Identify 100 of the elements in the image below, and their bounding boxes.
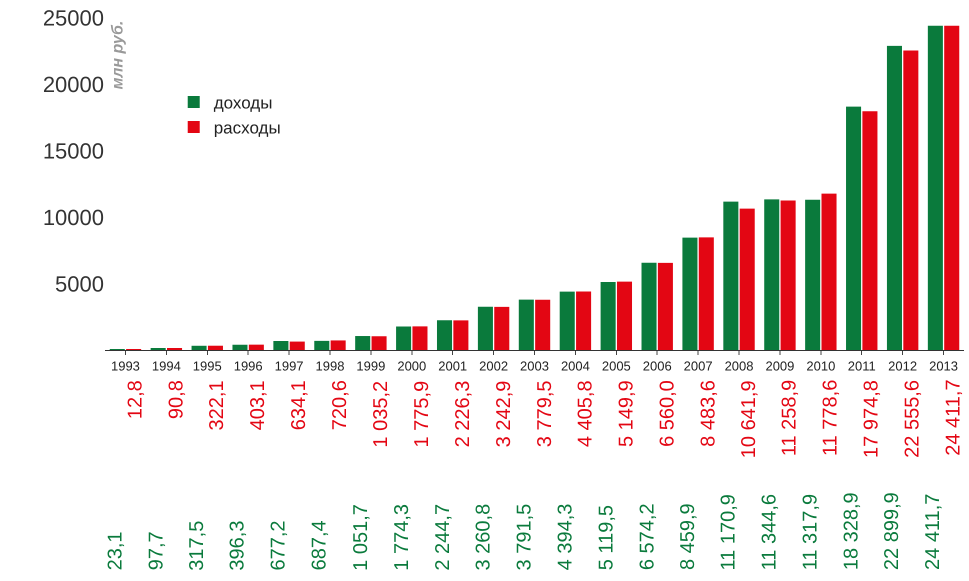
x-tick-label: 2007 <box>684 358 713 374</box>
bar <box>764 199 780 350</box>
x-tick-label: 2010 <box>806 358 836 374</box>
x-tick-label: 2001 <box>438 358 468 374</box>
bar <box>805 200 820 350</box>
bar <box>560 292 575 350</box>
data-label: 24 411,7 <box>942 379 964 456</box>
y-tick-label: 5000 <box>55 271 104 296</box>
x-tick-label: 1997 <box>274 358 304 374</box>
x-tick-label: 1993 <box>110 358 140 374</box>
x-tick-label: 2012 <box>888 358 918 374</box>
data-label: 2 226,3 <box>452 380 474 448</box>
data-label: 11 317,9 <box>799 494 822 570</box>
y-tick-label: 20000 <box>42 72 104 98</box>
bar <box>372 336 387 350</box>
data-label: 396,3 <box>226 520 249 571</box>
x-tick-label: 2002 <box>479 358 508 374</box>
data-label: 5 119,5 <box>595 505 618 570</box>
bar <box>576 291 592 350</box>
x-tick-label: 1995 <box>192 358 222 374</box>
x-tick-label: 2006 <box>642 358 672 374</box>
data-label: 17 974,8 <box>860 380 883 458</box>
x-tick-label: 2000 <box>397 358 426 374</box>
bar <box>642 262 657 350</box>
bar <box>208 346 223 350</box>
bar <box>886 46 902 350</box>
bar <box>330 340 346 350</box>
bar <box>944 26 960 350</box>
data-label: 687,4 <box>308 520 331 570</box>
x-tick-label: 2013 <box>929 358 958 374</box>
bar <box>436 320 452 350</box>
y-axis-title: млн руб. <box>109 20 126 90</box>
x-tick-label: 2004 <box>560 358 590 374</box>
bar <box>232 344 248 350</box>
bar <box>658 262 673 350</box>
data-label: 24 411,7 <box>922 494 944 570</box>
bar <box>494 306 510 350</box>
bar <box>723 202 738 350</box>
bar <box>535 300 550 350</box>
data-label: 22 555,6 <box>901 380 924 458</box>
x-tick-label: 1996 <box>234 358 263 374</box>
bar <box>821 194 837 350</box>
bar <box>248 344 264 350</box>
data-label: 634,1 <box>288 380 310 430</box>
bar <box>453 320 468 350</box>
y-tick-label: 10000 <box>42 204 104 230</box>
bar <box>682 238 698 350</box>
data-label: 677,2 <box>268 520 290 571</box>
data-label: 3 242,9 <box>492 380 515 448</box>
data-label: 1 051,7 <box>350 504 372 571</box>
bar <box>290 342 305 350</box>
data-label: 10 641,9 <box>738 380 760 458</box>
data-label: 403,1 <box>246 380 269 430</box>
data-label: 23,1 <box>104 531 127 570</box>
data-label: 2 244,7 <box>432 504 454 571</box>
bar <box>928 26 943 350</box>
x-tick-label: 2005 <box>602 358 631 374</box>
bar <box>273 341 288 350</box>
bar <box>862 111 878 350</box>
bar <box>355 336 370 350</box>
bar <box>396 326 412 350</box>
x-tick-label: 2008 <box>724 358 754 374</box>
bar <box>314 340 330 350</box>
bar <box>412 326 428 350</box>
data-label: 8 459,9 <box>677 503 700 570</box>
bar <box>903 50 918 350</box>
data-label: 6 560,0 <box>656 380 678 447</box>
data-label: 3 779,5 <box>534 380 556 448</box>
x-tick-label: 1998 <box>316 358 344 374</box>
data-label: 11 170,9 <box>718 494 740 570</box>
bar <box>780 200 796 350</box>
bar <box>518 300 534 350</box>
data-label: 11 344,6 <box>758 494 780 570</box>
data-label: 4 394,3 <box>554 504 576 570</box>
data-label: 22 899,9 <box>881 492 904 570</box>
x-tick-label: 2011 <box>848 358 876 374</box>
bar <box>698 237 714 350</box>
bar <box>846 106 862 350</box>
data-label: 12,8 <box>124 380 147 420</box>
bar <box>740 208 755 350</box>
data-label: 90,8 <box>166 380 188 420</box>
bar <box>616 282 632 350</box>
data-label: 6 574,2 <box>636 503 658 570</box>
data-label: 11 778,6 <box>820 380 842 456</box>
y-tick-label: 15000 <box>42 138 104 164</box>
data-label: 317,5 <box>186 520 208 571</box>
bar <box>192 346 207 350</box>
data-label: 1 775,9 <box>411 380 434 448</box>
x-tick-label: 1999 <box>356 358 386 374</box>
x-tick-label: 2009 <box>765 358 794 374</box>
data-label: 1 035,2 <box>370 380 392 448</box>
data-label: 4 405,8 <box>574 380 597 448</box>
data-label: 720,6 <box>328 380 351 430</box>
legend-label: расходы <box>214 118 281 138</box>
data-label: 3 791,5 <box>514 504 536 570</box>
x-tick-label: 2003 <box>520 358 549 374</box>
data-label: 8 483,6 <box>697 380 720 447</box>
y-tick-label: 25000 <box>42 6 104 31</box>
data-label: 11 258,9 <box>778 380 801 456</box>
data-label: 5 149,9 <box>616 380 638 448</box>
